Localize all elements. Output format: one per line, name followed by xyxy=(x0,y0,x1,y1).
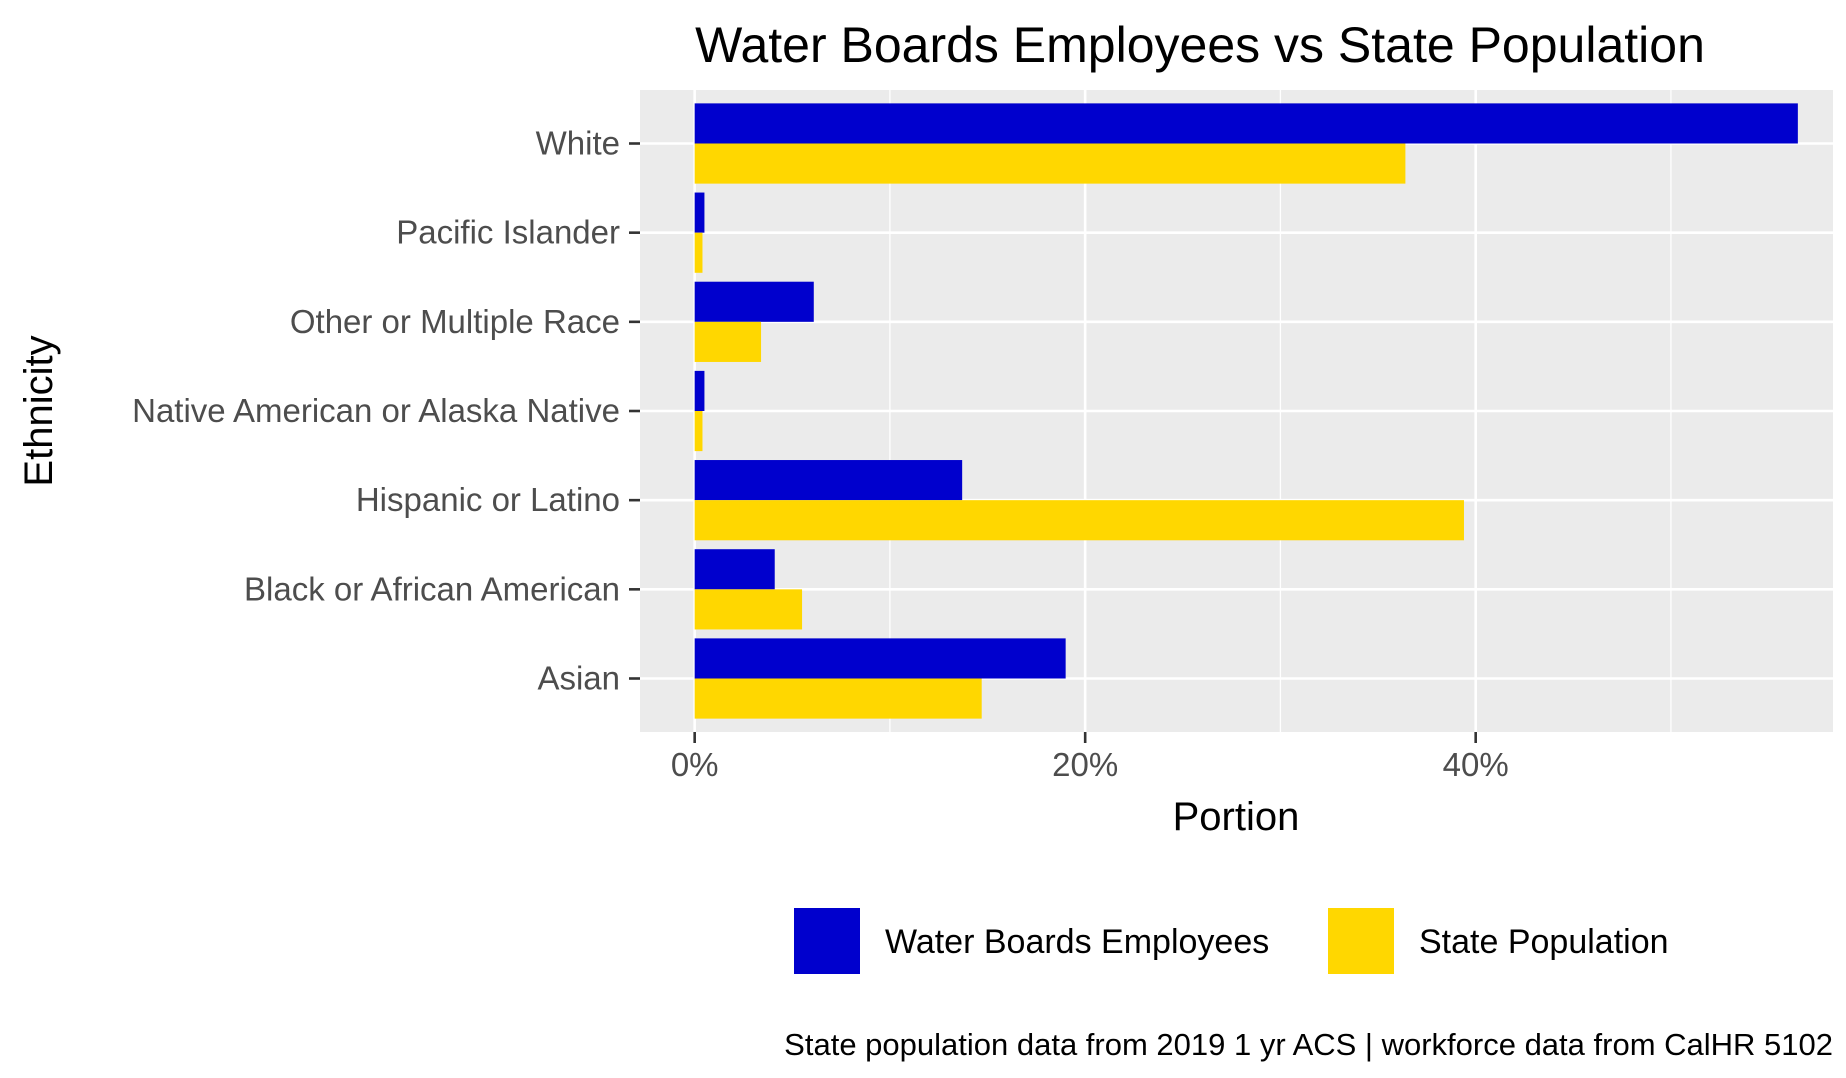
bar xyxy=(694,192,705,233)
y-tick-label: White xyxy=(536,125,620,162)
y-tick-label: Pacific Islander xyxy=(396,214,620,251)
chart-caption: State population data from 2019 1 yr ACS… xyxy=(784,1027,1833,1062)
bar xyxy=(694,549,775,590)
y-tick-label: Black or African American xyxy=(244,570,620,607)
x-tick-label: 20% xyxy=(1052,746,1118,783)
legend-label: State Population xyxy=(1419,923,1669,961)
bar xyxy=(694,678,982,719)
bar xyxy=(694,103,1798,144)
y-tick-label: Asian xyxy=(537,660,620,697)
y-tick-label: Hispanic or Latino xyxy=(356,481,620,518)
bar xyxy=(694,638,1066,679)
bar xyxy=(694,589,803,630)
x-tick-label: 0% xyxy=(671,746,719,783)
chart-title: Water Boards Employees vs State Populati… xyxy=(695,17,1705,73)
x-axis: 0% 20% 40% xyxy=(671,732,1509,783)
bar xyxy=(694,500,1464,541)
bar xyxy=(694,321,762,362)
bar xyxy=(694,460,963,501)
y-tick-label: Other or Multiple Race xyxy=(290,303,620,340)
legend: Water Boards Employees State Population xyxy=(792,906,1669,976)
bar xyxy=(694,370,705,411)
bar xyxy=(694,143,1406,184)
bar xyxy=(694,232,703,273)
legend-key xyxy=(1326,906,1396,976)
legend-key xyxy=(792,906,862,976)
bar xyxy=(694,281,814,322)
legend-label: Water Boards Employees xyxy=(885,923,1269,961)
y-tick-label: Native American or Alaska Native xyxy=(132,392,620,429)
x-tick-label: 40% xyxy=(1443,746,1509,783)
y-axis: Asian Black or African American Hispanic o… xyxy=(132,125,640,697)
bar xyxy=(694,411,703,452)
x-axis-title: Portion xyxy=(1173,795,1300,839)
y-axis-title: Ethnicity xyxy=(17,335,61,486)
bars xyxy=(694,103,1798,719)
